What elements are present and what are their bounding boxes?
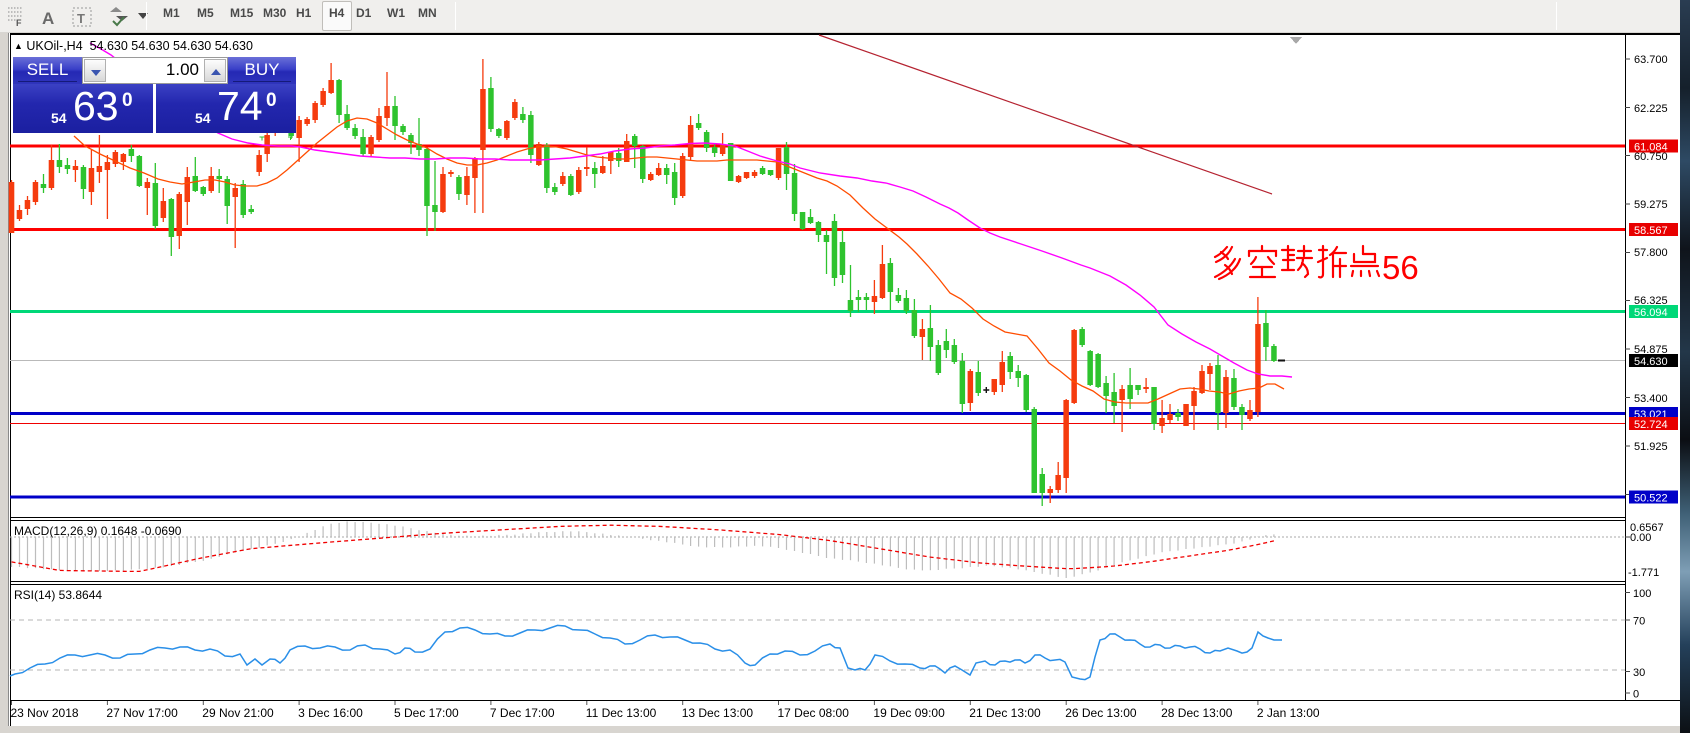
- svg-text:0: 0: [1633, 689, 1639, 701]
- svg-text:52.724: 52.724: [1634, 419, 1668, 431]
- svg-text:0.6567: 0.6567: [1630, 522, 1664, 534]
- svg-text:61.084: 61.084: [1634, 142, 1668, 154]
- svg-text:56.094: 56.094: [1634, 307, 1668, 319]
- svg-text:57.800: 57.800: [1634, 247, 1668, 259]
- svg-text:23 Nov 2018: 23 Nov 2018: [11, 706, 79, 720]
- svg-text:21 Dec 13:00: 21 Dec 13:00: [969, 706, 1041, 720]
- svg-text:62.225: 62.225: [1634, 103, 1668, 115]
- svg-text:51.925: 51.925: [1634, 441, 1668, 453]
- svg-text:53.400: 53.400: [1634, 393, 1668, 405]
- svg-text:50.522: 50.522: [1634, 493, 1668, 505]
- svg-text:-1.771: -1.771: [1628, 567, 1659, 579]
- svg-text:63.700: 63.700: [1634, 54, 1668, 66]
- svg-text:7 Dec 17:00: 7 Dec 17:00: [490, 706, 555, 720]
- svg-text:T: T: [77, 11, 85, 26]
- svg-text:56.325: 56.325: [1634, 295, 1668, 307]
- svg-text:70: 70: [1633, 616, 1645, 628]
- svg-text:58.567: 58.567: [1634, 225, 1668, 237]
- svg-text:56: 56: [1382, 249, 1419, 286]
- svg-text:54.630: 54.630: [1634, 356, 1668, 368]
- svg-text:3 Dec 16:00: 3 Dec 16:00: [298, 706, 363, 720]
- svg-text:60.750: 60.750: [1634, 151, 1668, 163]
- svg-text:11 Dec 13:00: 11 Dec 13:00: [586, 706, 657, 720]
- svg-text:29 Nov 21:00: 29 Nov 21:00: [202, 706, 274, 720]
- svg-text:5 Dec 17:00: 5 Dec 17:00: [394, 706, 459, 720]
- svg-text:30: 30: [1633, 667, 1645, 679]
- svg-text:28 Dec 13:00: 28 Dec 13:00: [1161, 706, 1233, 720]
- svg-text:26 Dec 13:00: 26 Dec 13:00: [1065, 706, 1137, 720]
- svg-text:19 Dec 09:00: 19 Dec 09:00: [873, 706, 945, 720]
- svg-text:100: 100: [1633, 588, 1651, 600]
- svg-text:13 Dec 13:00: 13 Dec 13:00: [682, 706, 754, 720]
- svg-text:17 Dec 08:00: 17 Dec 08:00: [778, 706, 850, 720]
- svg-text:2 Jan 13:00: 2 Jan 13:00: [1257, 706, 1320, 720]
- svg-text:A: A: [42, 9, 54, 28]
- svg-text:0.00: 0.00: [1630, 532, 1651, 544]
- svg-text:27 Nov 17:00: 27 Nov 17:00: [106, 706, 178, 720]
- svg-text:59.275: 59.275: [1634, 199, 1668, 211]
- svg-text:54.875: 54.875: [1634, 344, 1668, 356]
- svg-text:F: F: [16, 18, 22, 28]
